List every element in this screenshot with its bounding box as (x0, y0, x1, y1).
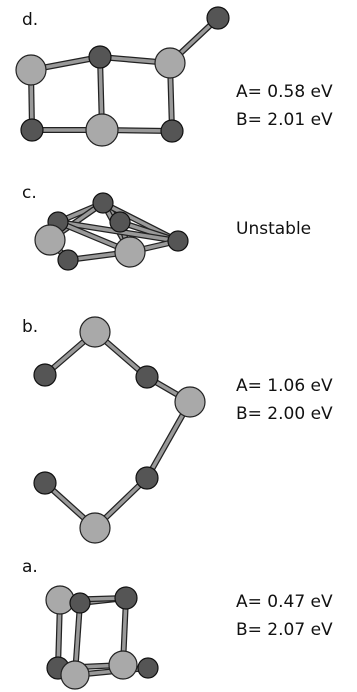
atom (35, 225, 65, 255)
panel-label: c. (22, 183, 37, 203)
atom (207, 7, 229, 29)
atom (21, 119, 43, 141)
atom (115, 237, 145, 267)
atom (115, 587, 137, 609)
atom (93, 193, 113, 213)
panel-label: b. (22, 317, 38, 337)
atom (58, 250, 78, 270)
atom (168, 231, 188, 251)
atom (70, 593, 90, 613)
atom (110, 212, 130, 232)
atom (86, 114, 118, 146)
atom (61, 661, 89, 689)
atom (34, 364, 56, 386)
atom (34, 472, 56, 494)
energy-b: B= 2.01 eV (236, 110, 333, 130)
atoms (16, 7, 229, 689)
atom (16, 55, 46, 85)
energy-a: A= 0.58 eV (236, 82, 333, 102)
energy-a: A= 1.06 eV (236, 376, 333, 396)
atom (46, 586, 74, 614)
atom (175, 387, 205, 417)
atom (136, 366, 158, 388)
diagram: d. A= 0.58 eV B= 2.01 eV c. Unstable b. … (0, 0, 357, 692)
atom (138, 658, 158, 678)
atom (80, 317, 110, 347)
atom (161, 120, 183, 142)
atom (155, 48, 185, 78)
panel-label: d. (22, 10, 38, 30)
panel-label: a. (22, 557, 38, 577)
bonds (31, 18, 218, 675)
energy-b: B= 2.07 eV (236, 620, 333, 640)
energy-a: A= 0.47 eV (236, 592, 333, 612)
atom (89, 46, 111, 68)
atom (136, 467, 158, 489)
atom (80, 513, 110, 543)
energy-b: B= 2.00 eV (236, 404, 333, 424)
atom (109, 651, 137, 679)
note: Unstable (236, 219, 311, 239)
